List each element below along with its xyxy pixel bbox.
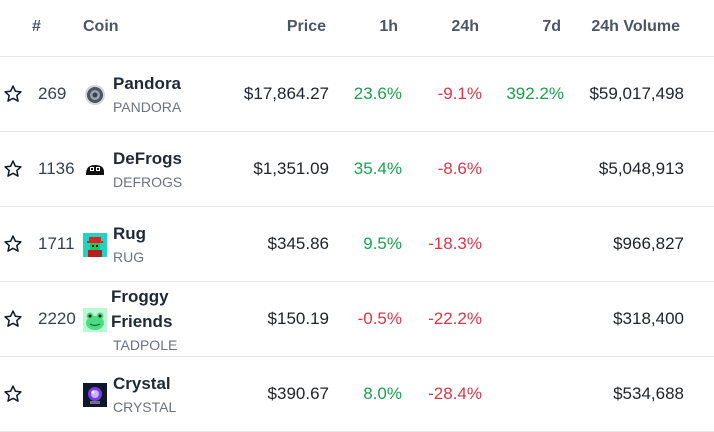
- coin-name[interactable]: Rug: [113, 224, 147, 243]
- star-icon[interactable]: [3, 309, 23, 329]
- pandora-coin-icon: [83, 83, 107, 107]
- coin-price: $17,864.27: [243, 84, 329, 103]
- volume-24h: $59,017,498: [589, 84, 684, 103]
- change-1h: -0.5%: [357, 309, 402, 328]
- star-icon[interactable]: [3, 84, 23, 104]
- change-24h: -9.1%: [437, 84, 482, 103]
- header-rank[interactable]: #: [32, 18, 41, 35]
- volume-24h: $318,400: [613, 309, 684, 328]
- change-1h: 23.6%: [353, 84, 402, 103]
- coin-name-line2[interactable]: Friends: [111, 312, 173, 331]
- rug-coin-icon: [83, 233, 107, 257]
- volume-24h: $534,688: [613, 384, 684, 403]
- volume-24h: $966,827: [613, 234, 684, 253]
- coin-rank: 269: [38, 84, 67, 103]
- coin-symbol: CRYSTAL: [113, 399, 177, 415]
- change-24h: -18.3%: [428, 234, 482, 253]
- coin-rank: 1136: [38, 159, 75, 178]
- coin-symbol: RUG: [113, 249, 145, 265]
- coin-name-line1[interactable]: Froggy: [111, 287, 169, 306]
- change-1h: 9.5%: [363, 234, 402, 253]
- coin-symbol: DEFROGS: [113, 174, 183, 190]
- coin-price: $390.67: [267, 384, 329, 403]
- defrogs-coin-icon: [83, 158, 107, 182]
- table-row[interactable]: 269 Pandora PANDORA $17,864.27 23.6% -9.…: [0, 57, 714, 132]
- coin-name[interactable]: Crystal: [113, 374, 171, 393]
- header-7d[interactable]: 7d: [542, 18, 561, 35]
- coin-price: $1,351.09: [253, 159, 329, 178]
- volume-24h: $5,048,913: [598, 159, 684, 178]
- coin-rank: 1711: [38, 234, 75, 253]
- change-1h: 8.0%: [363, 384, 402, 403]
- header-volume[interactable]: 24h Volume: [591, 18, 680, 35]
- star-icon[interactable]: [3, 159, 23, 179]
- table-row[interactable]: 1136 DeFrogs DEFROGS $1,351.09 35.4% -8.…: [0, 132, 714, 207]
- star-icon[interactable]: [3, 234, 23, 254]
- froggy-friends-coin-icon: [83, 308, 107, 332]
- coin-symbol: PANDORA: [113, 99, 182, 115]
- coin-price: $150.19: [267, 309, 329, 328]
- header-coin[interactable]: Coin: [83, 18, 119, 35]
- table-row[interactable]: Crystal CRYSTAL $390.67 8.0% -28.4% $534…: [0, 357, 714, 432]
- change-1h: 35.4%: [353, 159, 402, 178]
- change-24h: -22.2%: [428, 309, 482, 328]
- header-24h[interactable]: 24h: [451, 18, 479, 35]
- change-24h: -8.6%: [437, 159, 482, 178]
- coin-rank: 2220: [38, 309, 76, 328]
- table-header: # Coin Price 1h 24h 7d 24h Volume: [0, 0, 714, 57]
- star-icon[interactable]: [3, 384, 23, 404]
- change-24h: -28.4%: [428, 384, 482, 403]
- change-7d: 392.2%: [506, 84, 564, 103]
- coin-price: $345.86: [267, 234, 329, 253]
- coin-name[interactable]: Pandora: [113, 74, 182, 93]
- coin-name[interactable]: DeFrogs: [113, 149, 182, 168]
- table-row[interactable]: 1711 Rug RUG $345.86 9.5% -18.3% $966,82…: [0, 207, 714, 282]
- table-row[interactable]: 2220 Froggy Friends TADPOLE $150.19 -0.5…: [0, 282, 714, 357]
- header-1h[interactable]: 1h: [379, 18, 398, 35]
- header-price[interactable]: Price: [286, 18, 326, 35]
- coin-symbol: TADPOLE: [113, 337, 178, 353]
- crystal-coin-icon: [83, 383, 107, 407]
